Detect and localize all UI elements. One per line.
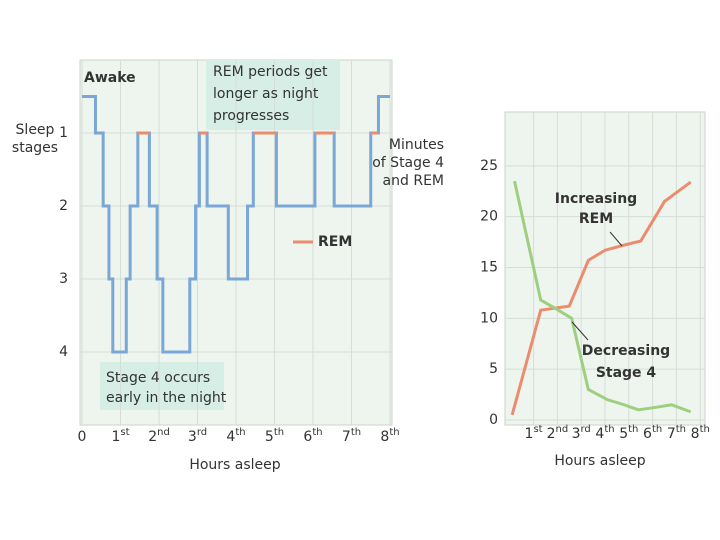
x-axis-title: Hours asleep [189,457,280,473]
tick-suffix: th [604,424,614,435]
tick-number: 3 [188,429,197,445]
y-axis-title: stages [12,140,58,156]
y-axis-title: Sleep [16,122,55,138]
x-tick-label: 1st [525,424,543,442]
x-tick-label: 8th [691,424,710,442]
tick-suffix: th [312,427,322,438]
tick-number: 7 [342,429,351,445]
legend-label: REM [318,234,352,250]
tick-suffix: th [652,424,662,435]
x-tick-label: 6th [303,427,322,445]
tick-suffix: rd [197,427,207,438]
annotation: Stage 4 occurs [106,370,210,386]
y-tick-label: 15 [480,260,498,276]
annotation: Decreasing [582,343,670,359]
series-line [513,180,692,414]
y-tick-label: 3 [59,271,68,287]
sleep-stage-line [82,95,390,354]
tick-number: 1 [525,426,534,442]
x-tick-label: 6th [643,424,662,442]
tick-suffix: nd [157,427,170,438]
pointer [609,231,623,247]
tick-suffix: st [120,427,129,438]
y-tick-label: 5 [489,361,498,377]
x-tick-label: 3rd [572,424,591,442]
x-tick-label: 3rd [188,427,207,445]
tick-number: 5 [619,426,628,442]
tick-number: 5 [265,429,274,445]
x-tick-label: 2nd [547,424,569,442]
annotation: REM [579,211,613,227]
annotation: longer as night [213,86,319,102]
x-tick-label: 7th [667,424,686,442]
pointer [571,321,589,341]
annotation-box [206,60,340,130]
x-tick-label: 5th [619,424,638,442]
tick-number: 7 [667,426,676,442]
tick-number: 1 [111,429,120,445]
tick-suffix: th [235,427,245,438]
annotation: Awake [84,70,136,86]
tick-suffix: st [533,424,542,435]
x-tick-label: 7th [342,427,361,445]
y-tick-label: 20 [480,209,498,225]
tick-number: 4 [595,426,604,442]
tick-suffix: th [628,424,638,435]
tick-number: 8 [691,426,700,442]
annotation: progresses [213,108,289,124]
tick-number: 2 [547,426,556,442]
series-line [510,180,692,416]
x-tick-label: 4th [595,424,614,442]
y-tick-label: 25 [480,158,498,174]
annotation: Stage 4 [596,365,657,381]
y-tick-label: 4 [59,344,68,360]
tick-number: 6 [643,426,652,442]
y-tick-label: 1 [59,125,68,141]
y-axis-title: of Stage 4 [372,155,444,171]
annotation: early in the night [106,390,227,406]
x-tick-label: 1st [111,427,129,445]
annotation: Increasing [555,191,637,207]
tick-suffix: th [676,424,686,435]
tick-suffix: th [351,427,361,438]
y-axis-title: and REM [383,173,444,189]
tick-number: 6 [303,429,312,445]
tick-number: 4 [226,429,235,445]
y-tick-label: 10 [480,310,498,326]
tick-number: 2 [148,429,157,445]
x-tick-label: 0 [78,429,87,445]
tick-number: 3 [572,426,581,442]
tick-suffix: rd [581,424,591,435]
annotation: REM periods get [213,64,328,80]
y-tick-label: 0 [489,412,498,428]
x-tick-label: 2nd [148,427,170,445]
y-axis-title: Minutes [389,137,444,153]
x-tick-label: 4th [226,427,245,445]
tick-suffix: th [389,427,399,438]
y-tick-label: 2 [59,198,68,214]
x-tick-label: 8th [380,427,399,445]
tick-suffix: nd [555,424,568,435]
x-axis-title: Hours asleep [554,453,645,469]
tick-suffix: th [274,427,284,438]
tick-number: 8 [380,429,389,445]
tick-suffix: th [700,424,710,435]
x-tick-label: 5th [265,427,284,445]
